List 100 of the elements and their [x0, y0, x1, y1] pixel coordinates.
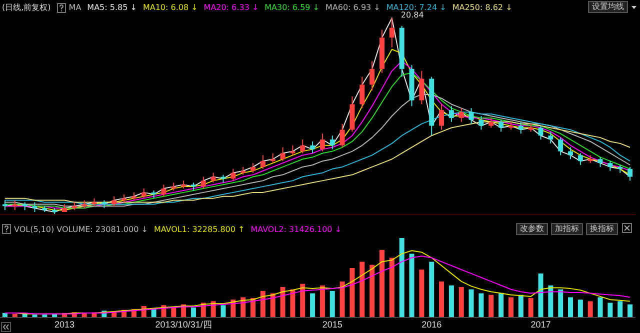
candlestick: [300, 139, 306, 154]
bar: [379, 250, 384, 317]
x-tick-label: 2015: [322, 320, 342, 330]
bar: [399, 238, 404, 317]
candlestick: [568, 146, 574, 160]
annotation: 20.84: [400, 10, 424, 20]
candlestick: [448, 106, 454, 122]
bar: [2, 313, 8, 317]
bar: [310, 293, 316, 317]
bar: [151, 309, 156, 317]
candlestick: [260, 154, 266, 170]
candlestick: [112, 196, 117, 207]
bar: [598, 297, 603, 317]
candlestick: [498, 119, 504, 132]
candlestick: [478, 116, 484, 130]
text: 加指标: [551, 223, 583, 235]
bar: [508, 297, 514, 317]
bar: [608, 302, 613, 317]
bar: [330, 290, 335, 317]
candlestick: [458, 108, 464, 122]
candlestick: [578, 152, 583, 166]
text: MA30: 6.59 ↓: [264, 3, 320, 12]
candlestick: [310, 140, 316, 154]
bar: [568, 297, 574, 317]
text: MA20: 6.33 ↓: [204, 3, 259, 12]
bar: [350, 268, 355, 317]
text: MA5: 5.85 ↓: [87, 3, 137, 12]
text: 设置均线: [588, 1, 628, 13]
chart-title: (日线,前复权): [2, 2, 51, 13]
candlestick: [330, 135, 335, 150]
candlestick: [250, 162, 256, 174]
legend-title: VOL(5,10) VOLUME: 23081.000 ↓: [14, 224, 148, 234]
candlestick: [558, 137, 564, 156]
candlestick: [548, 131, 554, 144]
bar: [260, 290, 266, 317]
bar: [370, 264, 375, 317]
candlestick: [538, 125, 544, 140]
bar: [439, 281, 444, 317]
bar: [419, 270, 424, 317]
candlestick: [230, 168, 236, 182]
bar: [528, 298, 534, 317]
candlestick: [210, 172, 216, 184]
bar: [448, 285, 454, 317]
bar: [628, 304, 633, 317]
candlestick: [468, 108, 474, 124]
bar: [578, 300, 583, 317]
candlestick: [280, 146, 286, 162]
text: MAVOL2: 31426.100 ↓: [250, 224, 342, 234]
bar: [538, 274, 544, 317]
legend-title: MA: [68, 3, 82, 12]
candlestick: [628, 166, 633, 182]
bar: [220, 305, 226, 317]
candlestick: [141, 188, 146, 199]
bar: [190, 308, 196, 317]
bar: [518, 294, 524, 317]
bar: [478, 293, 484, 317]
candlestick: [12, 200, 18, 211]
bar: [280, 286, 286, 317]
bar: [389, 258, 394, 317]
x-tick-label: 2013: [54, 320, 75, 330]
bar: [498, 293, 504, 317]
candlestick: [200, 176, 206, 190]
candlestick: [340, 123, 345, 148]
candlestick: [439, 104, 444, 130]
bar: [340, 281, 345, 317]
bar: [290, 289, 296, 317]
bar: [588, 301, 593, 317]
x-tick-label: 2016: [422, 320, 442, 330]
candlestick: [488, 117, 494, 128]
bar: [300, 284, 306, 317]
text: 改参数: [516, 223, 548, 235]
bar: [468, 289, 474, 317]
candlestick: [608, 160, 613, 172]
bar: [320, 285, 325, 317]
candlestick: [270, 152, 276, 164]
bar: [618, 301, 623, 317]
text: MA60: 6.93 ↓: [326, 3, 380, 12]
candlestick: [518, 121, 524, 134]
candlestick: [2, 200, 8, 211]
x-tick-label: 2017: [530, 320, 551, 330]
bar: [558, 289, 564, 317]
bar: [488, 294, 494, 317]
candlestick: [161, 184, 166, 197]
bar: [458, 286, 464, 317]
candlestick: [360, 76, 365, 109]
bar: [409, 254, 414, 317]
x-tick-label: 2013/10/31/四: [155, 320, 212, 330]
bar: [429, 262, 434, 317]
candlestick: [32, 202, 38, 213]
bar: [360, 262, 365, 317]
candlestick: [320, 133, 325, 152]
text: MA250: 8.62 ↓: [452, 3, 512, 12]
text: 换指标: [586, 223, 618, 235]
bar: [12, 314, 18, 317]
candlestick: [419, 70, 424, 105]
text: MA10: 6.08 ↓: [142, 3, 198, 12]
bar: [548, 285, 554, 317]
text: MAVOL1: 32285.800 ↑: [154, 224, 245, 234]
candlestick: [389, 18, 394, 48]
text: MA120: 7.24 ↓: [386, 3, 446, 12]
